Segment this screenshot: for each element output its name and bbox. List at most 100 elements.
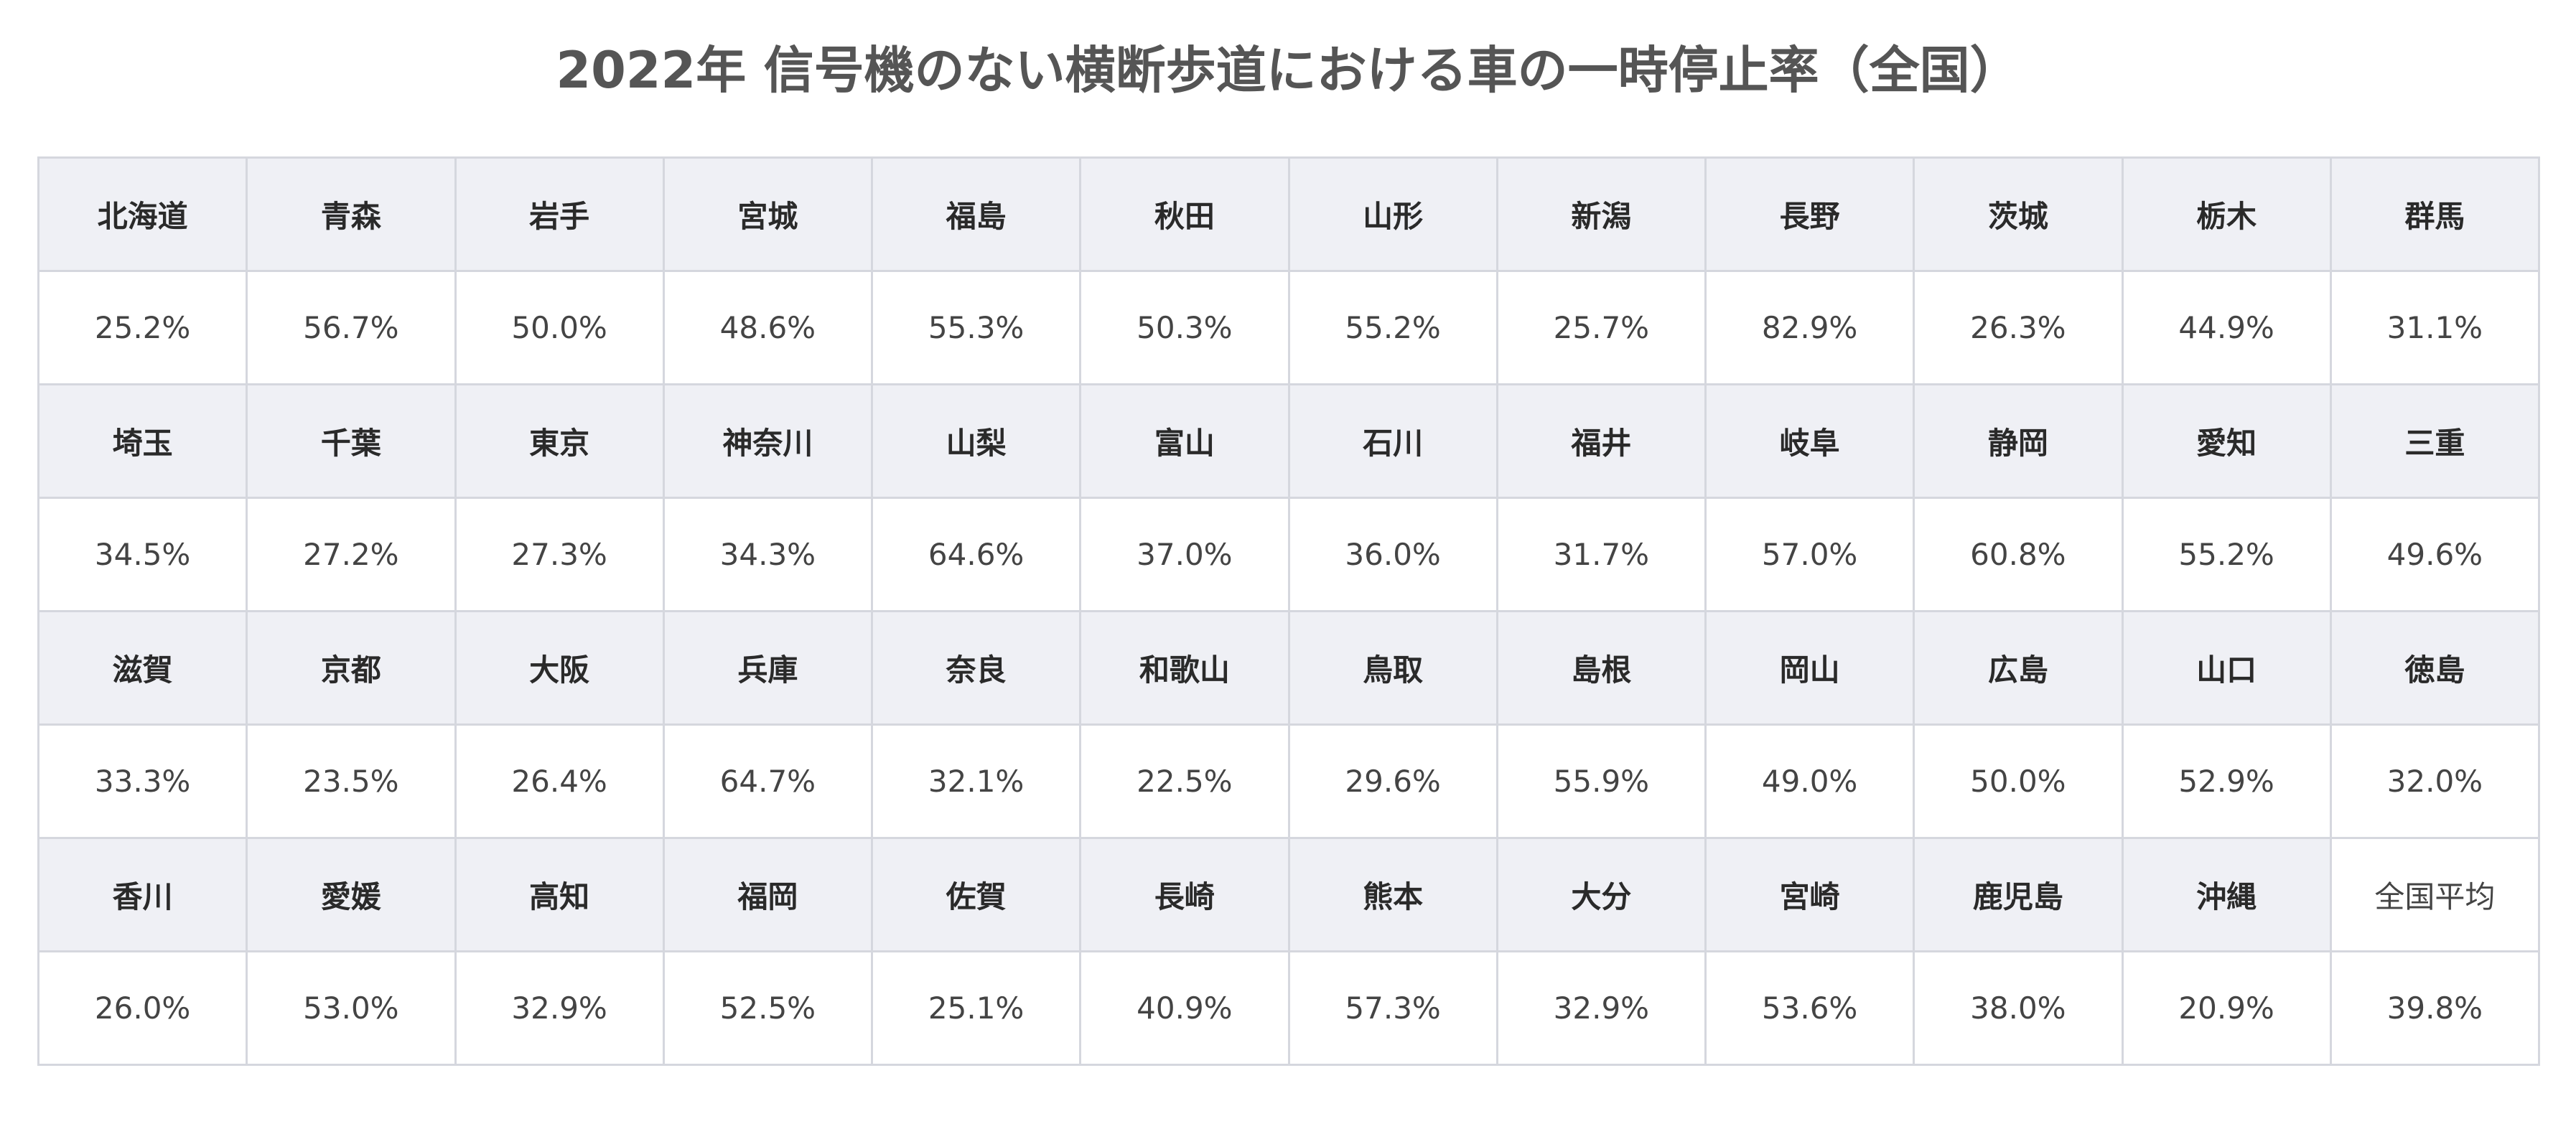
prefecture-name-cell: 熊本 [1287,837,1498,952]
prefecture-name-cell: 鹿児島 [1913,837,2124,952]
prefecture-name-cell: 沖縄 [2121,837,2332,952]
stop-rate-cell: 52.9% [2121,723,2332,839]
stop-rate-cell: 27.3% [454,497,665,612]
stop-rate-cell: 55.2% [2121,497,2332,612]
stop-rate-cell: 34.3% [662,497,874,612]
prefecture-name-cell: 島根 [1495,610,1707,726]
stop-rate-cell: 23.5% [246,723,457,839]
stop-rate-cell: 53.6% [1704,950,1915,1066]
stop-rate-cell: 26.4% [454,723,665,839]
prefecture-name-cell: 長崎 [1079,837,1290,952]
prefecture-name-cell: 千葉 [246,383,457,499]
prefecture-name-cell: 高知 [454,837,665,952]
prefecture-name-cell: 滋賀 [37,610,248,726]
stop-rate-cell: 26.0% [37,950,248,1066]
stop-rate-cell: 44.9% [2121,270,2332,385]
stop-rate-cell: 50.3% [1079,270,1290,385]
prefecture-name-cell: 福島 [870,156,1082,272]
prefecture-name-cell: 青森 [246,156,457,272]
prefecture-name-cell: 宮崎 [1704,837,1915,952]
prefecture-name-row: 滋賀 京都 大阪 兵庫 奈良 和歌山 鳥取 島根 岡山 広島 山口 徳島 [37,610,2541,726]
stop-rate-row: 25.2% 56.7% 50.0% 48.6% 55.3% 50.3% 55.2% 25.7%… [37,270,2541,385]
prefecture-name-cell: 宮城 [662,156,874,272]
stop-rate-cell: 60.8% [1913,497,2124,612]
stop-rate-cell: 82.9% [1704,270,1915,385]
stop-rate-cell: 34.5% [37,497,248,612]
stop-rate-cell: 49.0% [1704,723,1915,839]
stop-rate-cell: 20.9% [2121,950,2332,1066]
prefecture-name-cell: 鳥取 [1287,610,1498,726]
stop-rate-cell: 32.1% [870,723,1082,839]
prefecture-name-cell: 愛知 [2121,383,2332,499]
stop-rate-cell: 50.0% [454,270,665,385]
stop-rate-cell: 55.2% [1287,270,1498,385]
prefecture-name-cell: 三重 [2329,383,2541,499]
stop-rate-cell: 31.1% [2329,270,2541,385]
prefecture-name-cell: 岡山 [1704,610,1915,726]
stop-rate-cell: 36.0% [1287,497,1498,612]
stop-rate-cell: 32.0% [2329,723,2541,839]
stop-rate-row: 26.0% 53.0% 32.9% 52.5% 25.1% 40.9% 57.3% 32.9%… [37,950,2541,1066]
stop-rate-cell: 26.3% [1913,270,2124,385]
stop-rate-cell: 56.7% [246,270,457,385]
stop-rate-table: 北海道 青森 岩手 宮城 福島 秋田 山形 新潟 長野 茨城 栃木 群馬 25.2% 56.7% 50.0%… [37,156,2541,1066]
stop-rate-cell: 37.0% [1079,497,1290,612]
stop-rate-row: 33.3% 23.5% 26.4% 64.7% 32.1% 22.5% 29.6% 55.9%… [37,723,2541,839]
stop-rate-cell: 33.3% [37,723,248,839]
prefecture-name-cell: 茨城 [1913,156,2124,272]
prefecture-name-cell: 新潟 [1495,156,1707,272]
prefecture-name-cell: 山口 [2121,610,2332,726]
prefecture-name-cell: 石川 [1287,383,1498,499]
prefecture-name-cell: 兵庫 [662,610,874,726]
prefecture-name-cell: 広島 [1913,610,2124,726]
stop-rate-cell: 31.7% [1495,497,1707,612]
prefecture-name-cell: 埼玉 [37,383,248,499]
table-body: 北海道 青森 岩手 宮城 福島 秋田 山形 新潟 長野 茨城 栃木 群馬 25.2% 56.7% 50.0%… [37,156,2541,1066]
prefecture-name-cell: 香川 [37,837,248,952]
prefecture-name-cell: 東京 [454,383,665,499]
stop-rate-cell: 49.6% [2329,497,2541,612]
stop-rate-cell: 64.6% [870,497,1082,612]
stop-rate-cell: 32.9% [1495,950,1707,1066]
prefecture-name-cell: 岐阜 [1704,383,1915,499]
prefecture-name-cell: 秋田 [1079,156,1290,272]
prefecture-name-cell: 全国平均 [2329,837,2541,952]
stop-rate-cell: 25.2% [37,270,248,385]
page-title: 2022年 信号機のない横断歩道における車の一時停止率（全国） [556,41,2020,100]
prefecture-name-cell: 徳島 [2329,610,2541,726]
stop-rate-cell: 22.5% [1079,723,1290,839]
stop-rate-cell: 32.9% [454,950,665,1066]
stop-rate-cell: 64.7% [662,723,874,839]
stop-rate-cell: 57.3% [1287,950,1498,1066]
prefecture-name-row: 北海道 青森 岩手 宮城 福島 秋田 山形 新潟 長野 茨城 栃木 群馬 [37,156,2541,272]
prefecture-name-cell: 山梨 [870,383,1082,499]
prefecture-name-cell: 富山 [1079,383,1290,499]
prefecture-name-cell: 山形 [1287,156,1498,272]
prefecture-name-cell: 佐賀 [870,837,1082,952]
stop-rate-cell: 25.7% [1495,270,1707,385]
prefecture-name-cell: 大分 [1495,837,1707,952]
prefecture-name-cell: 岩手 [454,156,665,272]
stop-rate-cell: 52.5% [662,950,874,1066]
stop-rate-cell: 39.8% [2329,950,2541,1066]
prefecture-name-cell: 大阪 [454,610,665,726]
prefecture-name-cell: 福井 [1495,383,1707,499]
stop-rate-cell: 55.9% [1495,723,1707,839]
stop-rate-cell: 57.0% [1704,497,1915,612]
stop-rate-cell: 53.0% [246,950,457,1066]
stop-rate-cell: 48.6% [662,270,874,385]
stop-rate-cell: 38.0% [1913,950,2124,1066]
stop-rate-cell: 50.0% [1913,723,2124,839]
prefecture-name-row: 香川 愛媛 高知 福岡 佐賀 長崎 熊本 大分 宮崎 鹿児島 沖縄 全国平均 [37,837,2541,952]
prefecture-name-cell: 和歌山 [1079,610,1290,726]
prefecture-name-cell: 静岡 [1913,383,2124,499]
prefecture-name-cell: 福岡 [662,837,874,952]
stop-rate-cell: 25.1% [870,950,1082,1066]
stop-rate-cell: 29.6% [1287,723,1498,839]
stop-rate-row: 34.5% 27.2% 27.3% 34.3% 64.6% 37.0% 36.0% 31.7%… [37,497,2541,612]
prefecture-name-cell: 長野 [1704,156,1915,272]
stop-rate-cell: 27.2% [246,497,457,612]
prefecture-name-cell: 北海道 [37,156,248,272]
prefecture-name-cell: 愛媛 [246,837,457,952]
prefecture-name-cell: 京都 [246,610,457,726]
